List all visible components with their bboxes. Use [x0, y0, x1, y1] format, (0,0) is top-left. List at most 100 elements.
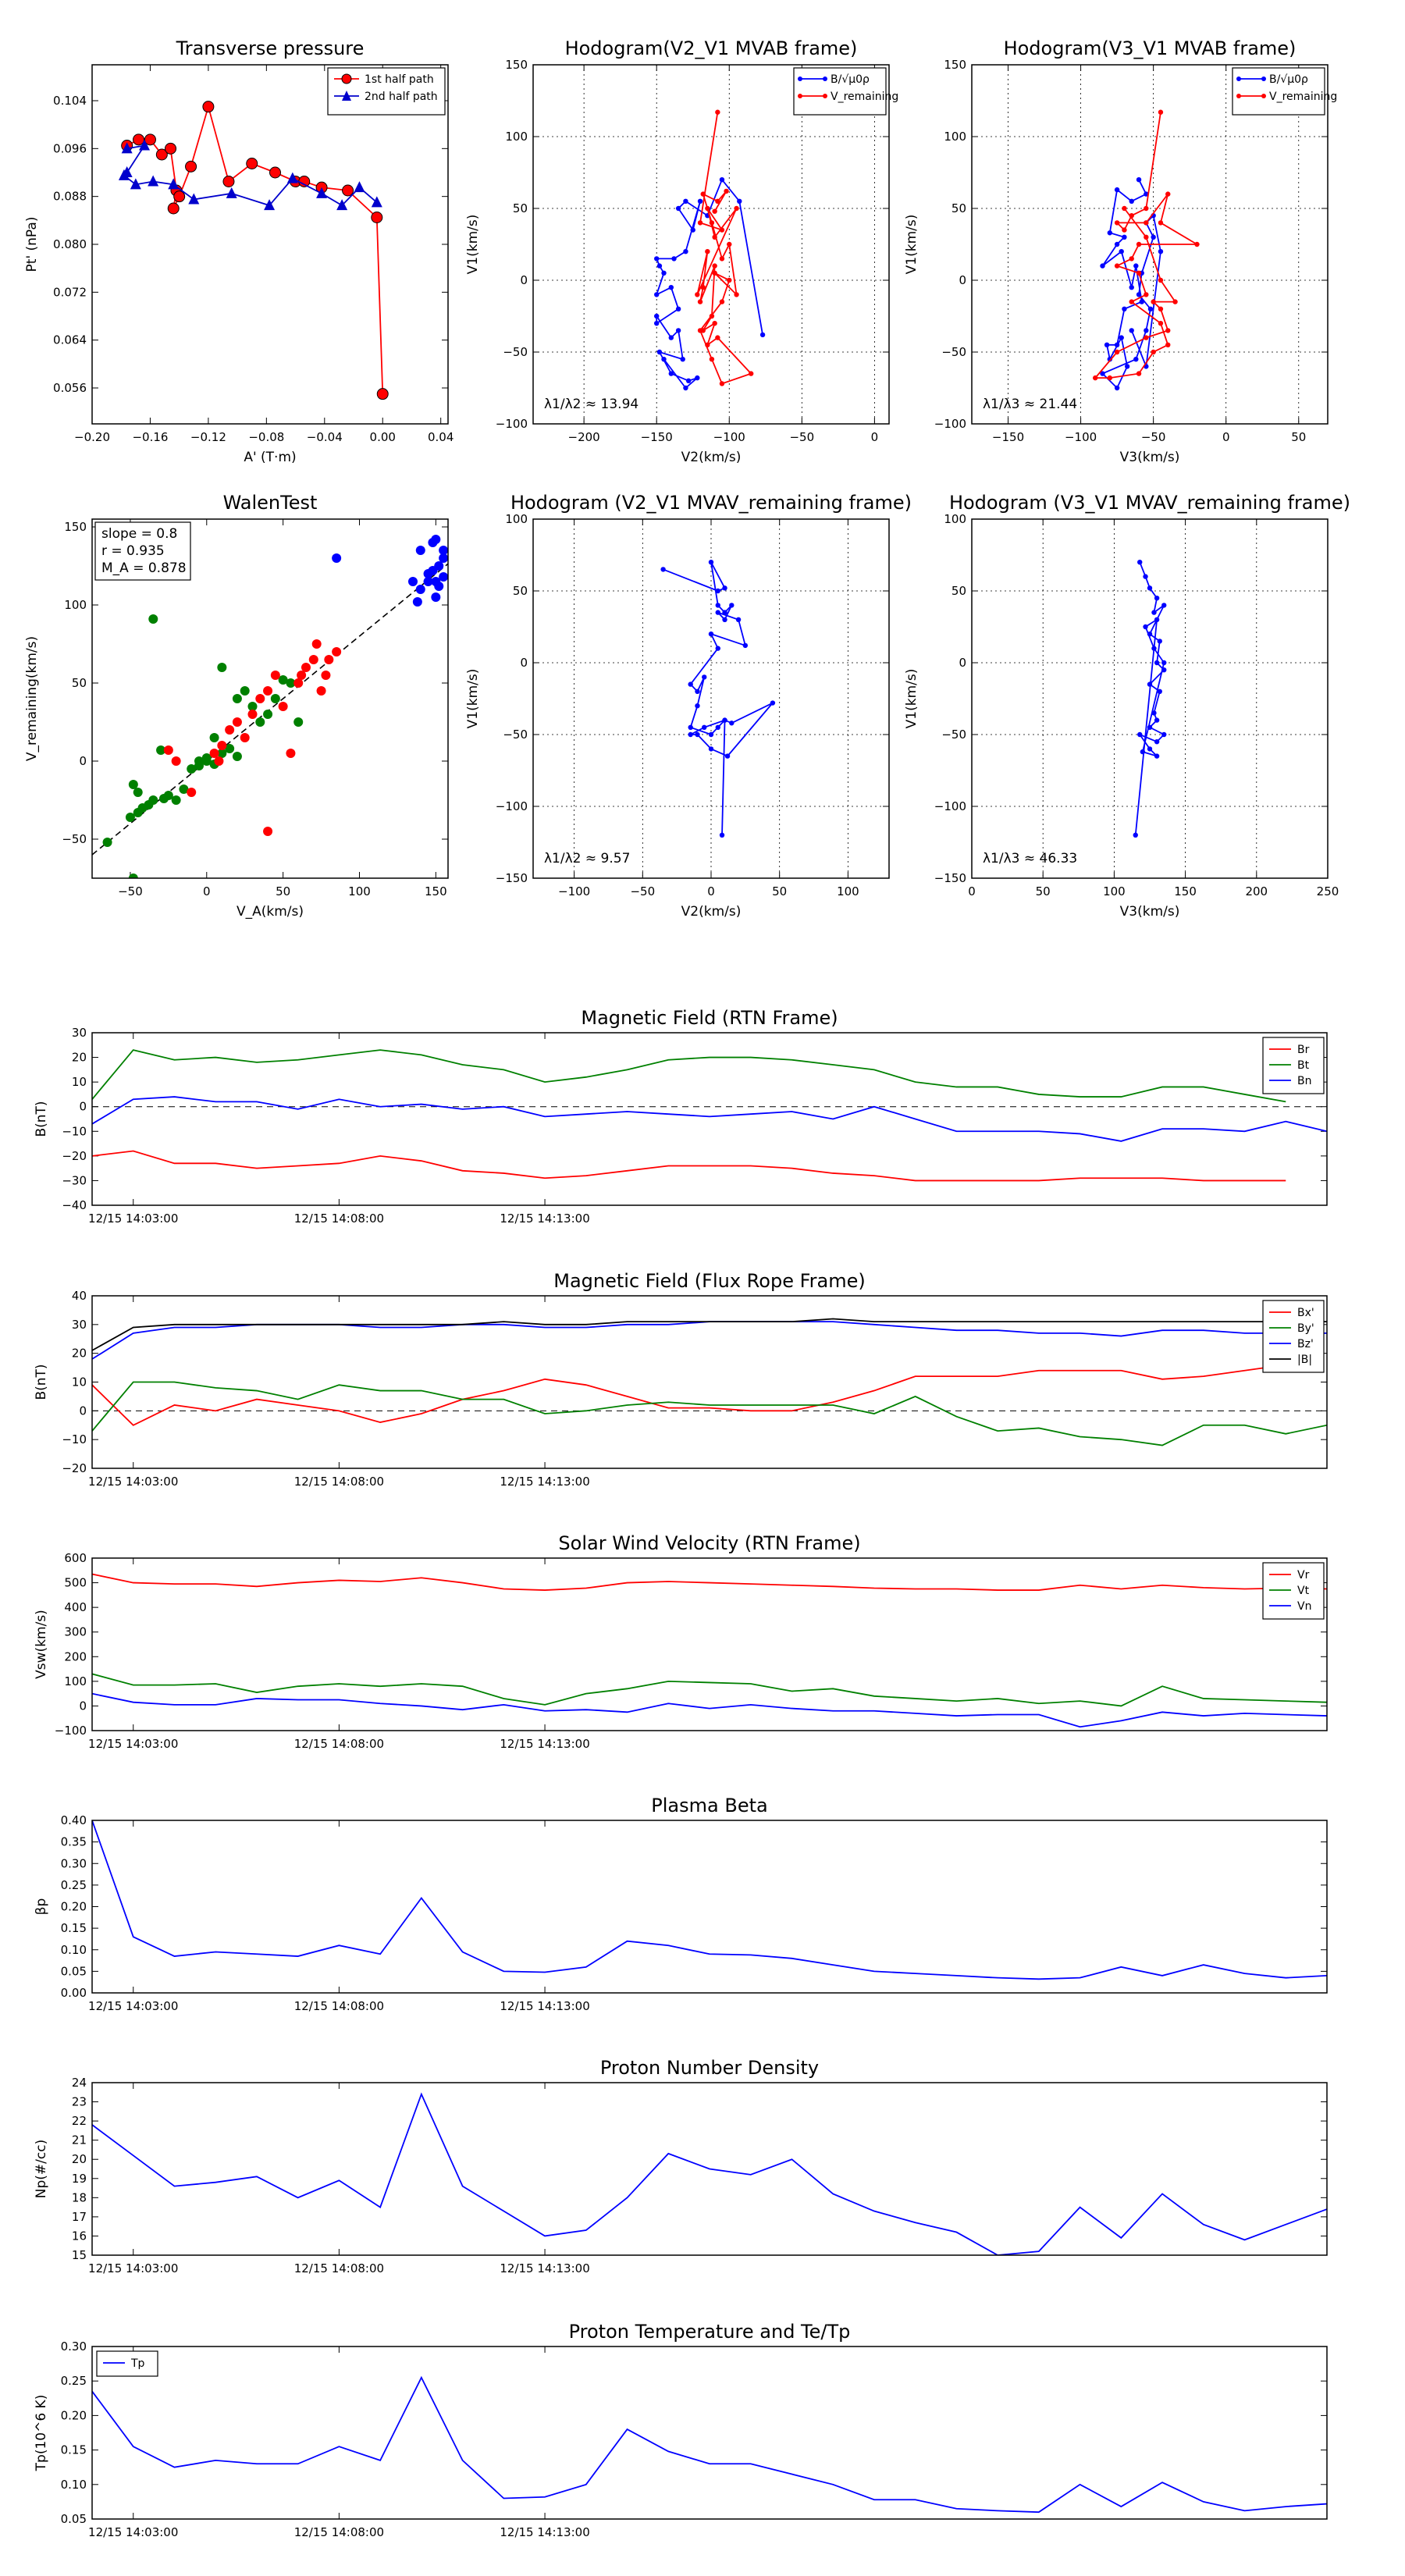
series-line-0 — [92, 2375, 1327, 2514]
data-point — [697, 220, 703, 226]
data-point — [654, 321, 660, 326]
x-tick-label: 0 — [203, 884, 211, 898]
scatter-point — [232, 694, 242, 703]
data-point — [1151, 234, 1156, 240]
data-point — [133, 133, 145, 146]
np-chart: 15 16 17 18 19 20 21 22 23 24 12/15 14:03:00 12/15 … — [34, 2057, 1328, 2275]
data-point — [719, 256, 725, 262]
scatter-point — [187, 788, 197, 797]
y-tick-label: 50 — [951, 201, 966, 215]
data-point — [697, 198, 703, 204]
scatter-point — [286, 749, 296, 758]
x-tick-label: 250 — [1317, 884, 1339, 898]
legend-label: Vn — [1297, 1600, 1311, 1613]
y-tick-label: −50 — [503, 345, 528, 359]
series-line-1 — [696, 112, 752, 385]
y-tick-label: 500 — [64, 1576, 87, 1590]
scatter-point — [293, 678, 304, 688]
legend-box — [96, 2350, 158, 2377]
plot-frame — [91, 1032, 1328, 1206]
x-tick-label: 0 — [968, 884, 976, 898]
scatter-point — [217, 663, 227, 672]
data-layer — [118, 101, 389, 400]
data-point — [715, 198, 720, 204]
data-point — [1122, 227, 1127, 233]
y-tick-label: 0.40 — [61, 1813, 87, 1827]
data-point — [165, 142, 177, 155]
data-point — [246, 158, 258, 169]
y-tick-label: 20 — [72, 1051, 87, 1065]
x-tick-label: 0.00 — [370, 430, 396, 444]
x-tick-label: 200 — [1245, 884, 1268, 898]
scatter-point — [209, 749, 219, 758]
y-tick-label: 18 — [72, 2190, 87, 2204]
data-point — [371, 212, 383, 223]
legend-marker — [823, 94, 827, 98]
y-tick-label: −100 — [496, 417, 528, 431]
data-point — [1119, 335, 1124, 340]
y-tick-label: 0.05 — [61, 2512, 87, 2526]
data-point — [155, 148, 168, 161]
scatter-point — [240, 686, 250, 696]
plot-frame — [91, 1557, 1328, 1731]
data-layer — [654, 109, 766, 391]
y-tick-label: −40 — [62, 1198, 87, 1212]
data-point — [1114, 220, 1120, 226]
y-tick-label: 30 — [72, 1026, 87, 1040]
data-point — [1158, 277, 1164, 283]
data-point — [1147, 306, 1154, 311]
x-axis-label: V3(km/s) — [1120, 450, 1180, 465]
data-point — [139, 139, 151, 151]
data-point — [654, 256, 660, 262]
series-line-1 — [92, 1049, 1286, 1103]
x-axis-label: V2(km/s) — [681, 904, 742, 920]
scatter-point — [431, 535, 441, 544]
series-line-0 — [1101, 179, 1161, 390]
data-point — [168, 178, 180, 190]
data-point — [759, 332, 766, 338]
data-point — [668, 335, 674, 340]
scatter-point — [263, 827, 273, 836]
data-point — [695, 375, 700, 381]
data-point — [1158, 220, 1164, 226]
data-point — [1144, 234, 1149, 240]
data-point — [770, 700, 776, 706]
data-point — [737, 198, 742, 204]
y-tick-label: −50 — [941, 345, 966, 359]
x-tick-label: 12/15 14:13:00 — [500, 2525, 589, 2539]
data-layer — [92, 2375, 1327, 2514]
x-tick-label: 0 — [707, 884, 715, 898]
y-axis-label: βp — [34, 1898, 49, 1916]
y-tick-label: 20 — [72, 2152, 87, 2166]
data-point — [1100, 263, 1105, 269]
chart-title: Hodogram (V2_V1 MVAV_remaining frame) — [510, 492, 912, 514]
y-tick-label: 0.10 — [61, 1943, 87, 1957]
x-axis-label: A' (T·m) — [244, 450, 296, 465]
data-point — [688, 731, 693, 738]
data-point — [712, 321, 717, 326]
data-point — [708, 632, 714, 637]
scatter-point — [431, 592, 441, 602]
data-point — [1133, 832, 1138, 838]
data-point — [705, 205, 710, 212]
y-tick-label: −150 — [934, 871, 966, 885]
data-layer — [92, 2092, 1327, 2255]
stats-line: slope = 0.8 — [101, 526, 177, 542]
data-point — [724, 188, 729, 194]
data-point — [719, 177, 725, 183]
y-tick-label: 0.35 — [61, 1835, 87, 1849]
y-tick-label: 150 — [944, 58, 966, 72]
series-line-0 — [92, 2092, 1327, 2255]
x-tick-label: 12/15 14:08:00 — [294, 1737, 384, 1751]
data-point — [1137, 560, 1143, 565]
data-point — [712, 234, 717, 240]
data-point — [1114, 263, 1120, 269]
x-tick-label: 12/15 14:03:00 — [88, 2261, 178, 2275]
data-point — [336, 199, 348, 211]
data-point — [1107, 375, 1113, 381]
scatter-point — [263, 710, 273, 719]
data-point — [1137, 731, 1143, 738]
y-tick-label: 0.080 — [53, 237, 87, 251]
legend: Br Bt Bn — [1262, 1037, 1325, 1094]
